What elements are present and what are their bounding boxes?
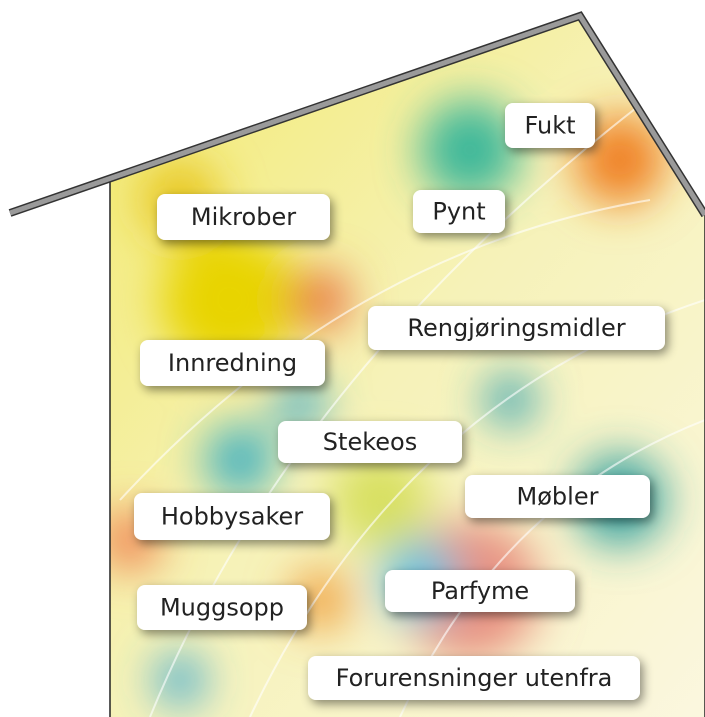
label-box: Forurensninger utenfra [308,656,640,700]
label-text: Innredning [168,349,297,377]
label-text: Forurensninger utenfra [336,664,613,692]
label-text: Hobbysaker [161,503,303,531]
label-box: Møbler [465,475,650,518]
label-text: Rengjøringsmidler [407,314,625,342]
label-text: Møbler [517,483,599,511]
label-text: Mikrober [191,203,296,231]
label-text: Fukt [524,112,575,140]
label-box: Stekeos [278,421,462,463]
label-box: Muggsopp [137,585,307,630]
label-text: Parfyme [431,577,529,605]
label-box: Mikrober [157,194,330,240]
label-box: Parfyme [385,570,575,612]
label-text: Pynt [432,198,485,226]
label-box: Fukt [505,103,595,148]
label-box: Pynt [413,190,505,233]
house-illustration: Fukt Mikrober Pynt Rengjøringsmidler Innredn… [0,0,705,717]
label-box: Rengjøringsmidler [368,306,665,350]
label-text: Stekeos [323,428,417,456]
label-box: Innredning [140,340,325,386]
label-text: Muggsopp [160,594,284,622]
label-box: Hobbysaker [134,493,330,540]
